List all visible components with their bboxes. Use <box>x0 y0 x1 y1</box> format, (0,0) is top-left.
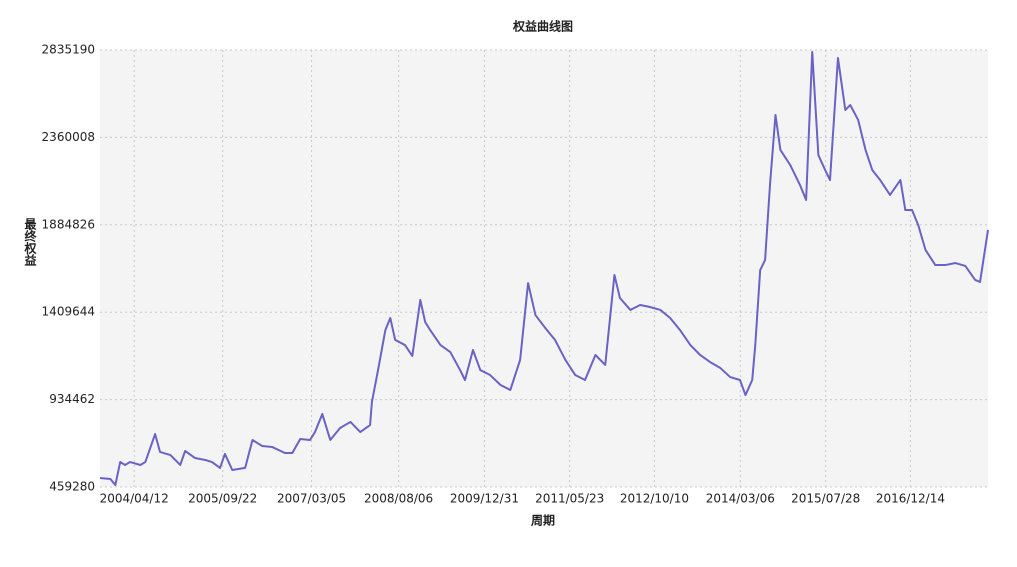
y-tick-label: 1884826 <box>42 217 95 231</box>
x-tick-label: 2014/03/06 <box>706 492 775 506</box>
y-tick-label: 1409644 <box>42 305 95 319</box>
x-tick-label: 2007/03/05 <box>277 492 346 506</box>
y-axis-label: 最终权益 <box>23 218 37 267</box>
x-tick-label: 2004/04/12 <box>100 492 169 506</box>
y-tick-label: 2835190 <box>42 43 95 57</box>
y-tick-label: 934462 <box>49 392 95 406</box>
chart-title: 权益曲线图 <box>512 19 573 34</box>
x-axis-label: 周期 <box>531 513 555 528</box>
x-tick-label: 2015/07/28 <box>791 492 860 506</box>
x-tick-label: 2016/12/14 <box>876 492 945 506</box>
x-tick-label: 2011/05/23 <box>535 492 604 506</box>
plot-area <box>100 50 988 487</box>
y-tick-label: 459280 <box>49 480 95 494</box>
y-tick-label: 2360008 <box>42 130 95 144</box>
equity-line <box>99 51 989 487</box>
x-tick-label: 2012/10/10 <box>620 492 689 506</box>
x-tick-label: 2008/08/06 <box>364 492 433 506</box>
x-tick-label: 2009/12/31 <box>450 492 519 506</box>
x-tick-label: 2005/09/22 <box>188 492 257 506</box>
